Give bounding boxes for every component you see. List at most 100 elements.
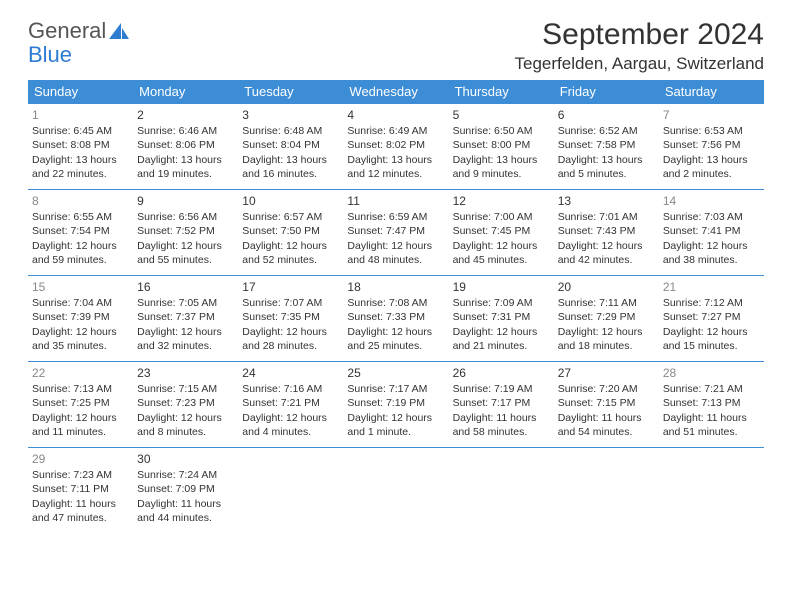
day-info-line: Sunrise: 7:11 AM — [558, 296, 655, 310]
day-info-line: Sunset: 7:29 PM — [558, 310, 655, 324]
day-info-line: Daylight: 12 hours — [32, 325, 129, 339]
day-info-line: and 28 minutes. — [242, 339, 339, 353]
calendar-day-cell: 11Sunrise: 6:59 AMSunset: 7:47 PMDayligh… — [343, 190, 448, 276]
day-info-line: Sunset: 7:25 PM — [32, 396, 129, 410]
day-info-line: Sunrise: 7:09 AM — [453, 296, 550, 310]
day-info-line: and 5 minutes. — [558, 167, 655, 181]
calendar-day-cell: 26Sunrise: 7:19 AMSunset: 7:17 PMDayligh… — [449, 362, 554, 448]
day-info-line: Sunrise: 6:50 AM — [453, 124, 550, 138]
day-info-line: Daylight: 13 hours — [558, 153, 655, 167]
calendar-week-row: 15Sunrise: 7:04 AMSunset: 7:39 PMDayligh… — [28, 276, 764, 362]
day-info-line: and 4 minutes. — [242, 425, 339, 439]
day-info-line: Sunset: 7:43 PM — [558, 224, 655, 238]
calendar-day-cell: 23Sunrise: 7:15 AMSunset: 7:23 PMDayligh… — [133, 362, 238, 448]
day-number: 16 — [137, 279, 234, 295]
calendar-day-cell — [343, 448, 448, 533]
calendar-week-row: 22Sunrise: 7:13 AMSunset: 7:25 PMDayligh… — [28, 362, 764, 448]
day-info-line: Sunrise: 7:08 AM — [347, 296, 444, 310]
day-info-line: and 21 minutes. — [453, 339, 550, 353]
day-info-line: Sunset: 7:35 PM — [242, 310, 339, 324]
day-info-line: and 12 minutes. — [347, 167, 444, 181]
day-number: 4 — [347, 107, 444, 123]
day-info-line: Daylight: 12 hours — [32, 411, 129, 425]
day-number: 23 — [137, 365, 234, 381]
day-info-line: Daylight: 13 hours — [663, 153, 760, 167]
day-info-line: Sunrise: 7:16 AM — [242, 382, 339, 396]
day-number: 17 — [242, 279, 339, 295]
day-number: 13 — [558, 193, 655, 209]
day-info-line: Sunrise: 7:19 AM — [453, 382, 550, 396]
day-info-line: Sunrise: 6:48 AM — [242, 124, 339, 138]
day-info-line: Sunrise: 7:05 AM — [137, 296, 234, 310]
day-info-line: Sunrise: 6:59 AM — [347, 210, 444, 224]
day-number: 19 — [453, 279, 550, 295]
calendar-table: SundayMondayTuesdayWednesdayThursdayFrid… — [28, 80, 764, 533]
day-number: 18 — [347, 279, 444, 295]
day-info-line: Sunrise: 7:04 AM — [32, 296, 129, 310]
day-info-line: Sunset: 8:02 PM — [347, 138, 444, 152]
day-info-line: Sunrise: 7:15 AM — [137, 382, 234, 396]
calendar-day-cell: 5Sunrise: 6:50 AMSunset: 8:00 PMDaylight… — [449, 104, 554, 190]
weekday-header: Monday — [133, 80, 238, 104]
day-info-line: Sunrise: 7:13 AM — [32, 382, 129, 396]
day-info-line: Sunset: 7:45 PM — [453, 224, 550, 238]
calendar-day-cell: 19Sunrise: 7:09 AMSunset: 7:31 PMDayligh… — [449, 276, 554, 362]
day-info-line: Daylight: 12 hours — [663, 325, 760, 339]
day-info-line: Sunset: 7:15 PM — [558, 396, 655, 410]
day-info-line: Sunset: 7:17 PM — [453, 396, 550, 410]
day-info-line: Daylight: 12 hours — [453, 325, 550, 339]
day-info-line: and 25 minutes. — [347, 339, 444, 353]
day-info-line: and 8 minutes. — [137, 425, 234, 439]
calendar-day-cell: 13Sunrise: 7:01 AMSunset: 7:43 PMDayligh… — [554, 190, 659, 276]
day-info-line: Sunrise: 6:56 AM — [137, 210, 234, 224]
day-info-line: and 48 minutes. — [347, 253, 444, 267]
calendar-day-cell: 17Sunrise: 7:07 AMSunset: 7:35 PMDayligh… — [238, 276, 343, 362]
day-info-line: Sunset: 7:54 PM — [32, 224, 129, 238]
day-info-line: Daylight: 12 hours — [137, 325, 234, 339]
day-info-line: and 51 minutes. — [663, 425, 760, 439]
day-info-line: Daylight: 11 hours — [558, 411, 655, 425]
calendar-day-cell: 22Sunrise: 7:13 AMSunset: 7:25 PMDayligh… — [28, 362, 133, 448]
day-info-line: Sunrise: 7:00 AM — [453, 210, 550, 224]
day-info-line: and 1 minute. — [347, 425, 444, 439]
day-info-line: Daylight: 12 hours — [347, 239, 444, 253]
day-info-line: Sunrise: 7:17 AM — [347, 382, 444, 396]
day-info-line: and 38 minutes. — [663, 253, 760, 267]
day-info-line: Sunrise: 6:52 AM — [558, 124, 655, 138]
day-number: 27 — [558, 365, 655, 381]
calendar-day-cell: 24Sunrise: 7:16 AMSunset: 7:21 PMDayligh… — [238, 362, 343, 448]
day-info-line: Sunrise: 6:57 AM — [242, 210, 339, 224]
calendar-day-cell — [554, 448, 659, 533]
month-title: September 2024 — [515, 18, 765, 52]
day-info-line: Sunrise: 7:23 AM — [32, 468, 129, 482]
day-number: 25 — [347, 365, 444, 381]
day-info-line: Daylight: 13 hours — [242, 153, 339, 167]
day-info-line: Daylight: 13 hours — [453, 153, 550, 167]
day-info-line: Sunset: 7:50 PM — [242, 224, 339, 238]
day-info-line: Sunset: 7:13 PM — [663, 396, 760, 410]
day-number: 28 — [663, 365, 760, 381]
day-info-line: Daylight: 12 hours — [137, 411, 234, 425]
day-info-line: Daylight: 12 hours — [347, 411, 444, 425]
calendar-day-cell: 29Sunrise: 7:23 AMSunset: 7:11 PMDayligh… — [28, 448, 133, 533]
day-info-line: Sunset: 8:06 PM — [137, 138, 234, 152]
weekday-header: Wednesday — [343, 80, 448, 104]
day-info-line: Daylight: 12 hours — [347, 325, 444, 339]
calendar-day-cell: 2Sunrise: 6:46 AMSunset: 8:06 PMDaylight… — [133, 104, 238, 190]
day-info-line: and 18 minutes. — [558, 339, 655, 353]
day-info-line: Sunset: 7:39 PM — [32, 310, 129, 324]
calendar-day-cell: 15Sunrise: 7:04 AMSunset: 7:39 PMDayligh… — [28, 276, 133, 362]
calendar-day-cell: 27Sunrise: 7:20 AMSunset: 7:15 PMDayligh… — [554, 362, 659, 448]
day-number: 14 — [663, 193, 760, 209]
day-number: 26 — [453, 365, 550, 381]
calendar-day-cell: 20Sunrise: 7:11 AMSunset: 7:29 PMDayligh… — [554, 276, 659, 362]
day-info-line: Sunrise: 7:12 AM — [663, 296, 760, 310]
calendar-day-cell: 1Sunrise: 6:45 AMSunset: 8:08 PMDaylight… — [28, 104, 133, 190]
day-info-line: and 44 minutes. — [137, 511, 234, 525]
weekday-header: Tuesday — [238, 80, 343, 104]
calendar-day-cell — [659, 448, 764, 533]
logo-sail-icon — [108, 22, 130, 40]
day-number: 5 — [453, 107, 550, 123]
header: General September 2024 Tegerfelden, Aarg… — [28, 18, 764, 74]
calendar-day-cell: 4Sunrise: 6:49 AMSunset: 8:02 PMDaylight… — [343, 104, 448, 190]
